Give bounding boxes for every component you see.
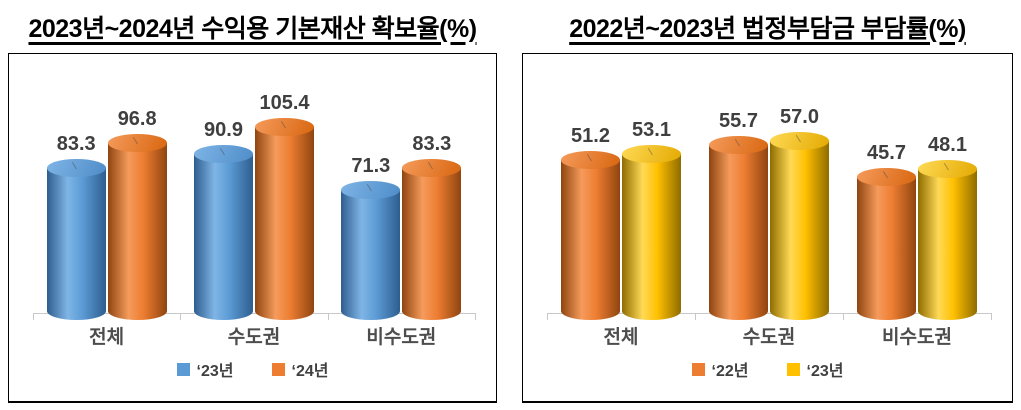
chart-block-left: 2023년~2024년 수익용 기본재산 확보율(%) 83.3 90.9 71.3…: [8, 0, 497, 403]
cylinder-body: [561, 159, 620, 320]
plot-area: 83.3 90.9 71.3 96.8 105.4 83.3: [33, 54, 476, 320]
chart-panel-left: 83.3 90.9 71.3 96.8 105.4 83.3 전체 수도권 비수도권 ‘23년…: [8, 53, 497, 403]
bar-value-label: 96.8: [117, 107, 157, 130]
legend-swatch: [176, 362, 190, 376]
axis-tick: [475, 313, 476, 320]
category-label: 전체: [89, 327, 125, 348]
legend-label: ‘23년: [806, 363, 844, 380]
legend-label: ‘23년: [196, 363, 234, 380]
cylinder-body: [107, 142, 167, 320]
legend-label: ‘22년: [711, 363, 749, 380]
category-label: 전체: [603, 327, 639, 348]
cylinder-body: [402, 167, 462, 320]
cylinder-bar: [107, 133, 167, 320]
chart-title-right: 2022년~2023년 법정부담금 부담률(%): [569, 14, 966, 43]
legend-item: ‘22년: [691, 357, 749, 381]
cylinder-body: [622, 153, 681, 320]
cylinder-body: [918, 169, 977, 320]
bar-value-label: 105.4: [259, 92, 310, 115]
bar-value-label: 51.2: [571, 124, 610, 147]
cylinder-bar: [341, 181, 401, 320]
cylinder-cap: [402, 158, 462, 177]
cylinder-cap: [918, 160, 977, 179]
legend-item: ‘23년: [786, 357, 844, 381]
bar-value-label: 71.3: [351, 155, 391, 178]
bar-value-label: 48.1: [928, 134, 967, 157]
cylinder-body: [194, 153, 253, 320]
cylinder-cap: [709, 136, 768, 155]
cylinder-bar: [561, 150, 620, 320]
legend-swatch: [691, 362, 705, 376]
bar-value-label: 83.3: [56, 132, 96, 155]
axis-tick: [843, 313, 844, 320]
cylinder-bar: [402, 158, 462, 320]
bar-value-label: 55.7: [719, 110, 758, 133]
axis-tick: [991, 313, 992, 320]
cylinder-bar: [770, 132, 829, 320]
axis-tick: [695, 313, 696, 320]
legend-swatch: [786, 362, 800, 376]
cylinder-body: [255, 127, 314, 320]
cylinder-bar: [622, 144, 681, 320]
chart-panel-right: 51.2 55.7 45.7 53.1 57.0 48.1 전체 수도권 비수도권 ‘22년 ‘…: [522, 53, 1013, 403]
axis-tick: [328, 313, 329, 320]
category-label: 비수도권: [882, 327, 952, 348]
cylinder-bar: [709, 136, 768, 320]
chart-title-left: 2023년~2024년 수익용 기본재산 확보율(%): [28, 14, 477, 43]
legend-label: ‘24년: [291, 363, 329, 380]
cylinder-bar: [857, 168, 916, 320]
bar-value-label: 57.0: [780, 106, 819, 129]
plot-area: 51.2 55.7 45.7 53.1 57.0 48.1: [547, 54, 992, 320]
cylinder-cap: [341, 181, 401, 200]
cylinder-bar: [194, 144, 253, 320]
legend: ‘23년 ‘24년: [9, 357, 496, 381]
cylinder-bar: [255, 118, 314, 320]
legend: ‘22년 ‘23년: [523, 357, 1012, 381]
cylinder-body: [770, 141, 829, 320]
category-label: 수도권: [742, 327, 796, 348]
legend-swatch: [271, 362, 285, 376]
cylinder-cap: [770, 132, 829, 151]
cylinder-cap: [561, 150, 620, 169]
bar-value-label: 90.9: [204, 118, 243, 141]
cylinder-cap: [107, 133, 167, 152]
category-row: 전체 수도권 비수도권: [33, 322, 475, 349]
bar-value-label: 83.3: [412, 132, 452, 155]
cylinder-body: [709, 145, 768, 320]
category-row: 전체 수도권 비수도권: [547, 322, 991, 349]
category-label: 비수도권: [366, 327, 437, 348]
axis-tick: [547, 313, 548, 320]
cylinder-body: [857, 177, 916, 320]
bar-value-label: 53.1: [632, 118, 671, 141]
chart-block-right: 2022년~2023년 법정부담금 부담률(%) 51.2 55.7 45.7 53.…: [522, 0, 1013, 403]
cylinder-cap: [194, 144, 253, 163]
axis-tick: [33, 313, 34, 320]
cylinder-body: [46, 167, 106, 320]
axis-tick: [180, 313, 181, 320]
cylinder-cap: [622, 144, 681, 163]
cylinder-cap: [46, 158, 106, 177]
category-label: 수도권: [227, 327, 281, 348]
cylinder-cap: [255, 118, 314, 137]
cylinder-cap: [857, 168, 916, 187]
legend-item: ‘23년: [176, 357, 234, 381]
legend-item: ‘24년: [271, 357, 329, 381]
cylinder-bar: [918, 160, 977, 320]
cylinder-body: [341, 190, 401, 320]
cylinder-bar: [46, 158, 106, 320]
bar-value-label: 45.7: [867, 142, 906, 165]
